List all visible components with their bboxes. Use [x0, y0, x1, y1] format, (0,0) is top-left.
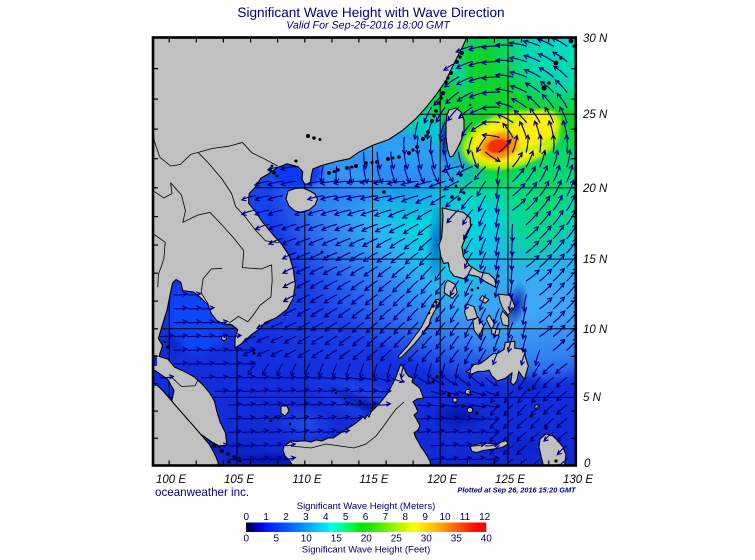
- svg-text:10: 10: [301, 534, 313, 545]
- svg-text:20: 20: [361, 534, 373, 545]
- svg-text:12: 12: [479, 512, 491, 523]
- svg-text:Valid For Sep-26-2016 18:00 GM: Valid For Sep-26-2016 18:00 GMT: [286, 20, 451, 32]
- svg-text:oceanweather inc.: oceanweather inc.: [155, 486, 249, 499]
- svg-text:4: 4: [323, 512, 329, 523]
- svg-text:105 E: 105 E: [224, 474, 254, 486]
- svg-text:7: 7: [383, 512, 389, 523]
- svg-text:9: 9: [422, 512, 428, 523]
- svg-text:Significant Wave Height (Meter: Significant Wave Height (Meters): [297, 501, 436, 512]
- svg-text:10 N: 10 N: [583, 324, 608, 336]
- svg-text:0: 0: [584, 458, 591, 470]
- svg-text:15: 15: [331, 534, 343, 545]
- svg-text:0: 0: [244, 534, 250, 545]
- svg-text:120 E: 120 E: [427, 474, 457, 486]
- svg-text:30 N: 30 N: [583, 33, 608, 45]
- svg-text:3: 3: [303, 512, 309, 523]
- svg-text:5 N: 5 N: [583, 392, 602, 404]
- svg-text:15 N: 15 N: [583, 254, 608, 266]
- svg-text:125 E: 125 E: [495, 474, 525, 486]
- svg-text:10: 10: [439, 512, 451, 523]
- svg-text:6: 6: [363, 512, 369, 523]
- svg-text:20 N: 20 N: [582, 183, 608, 195]
- svg-text:1: 1: [263, 512, 269, 523]
- svg-text:35: 35: [451, 534, 463, 545]
- svg-text:8: 8: [403, 512, 409, 523]
- svg-text:5: 5: [343, 512, 349, 523]
- svg-text:115 E: 115 E: [359, 474, 389, 486]
- svg-text:100 E: 100 E: [156, 474, 186, 486]
- svg-text:2: 2: [283, 512, 289, 523]
- svg-text:40: 40: [481, 534, 493, 545]
- svg-text:30: 30: [421, 534, 433, 545]
- svg-text:25 N: 25 N: [582, 109, 608, 121]
- svg-text:110 E: 110 E: [292, 474, 322, 486]
- svg-text:25: 25: [391, 534, 403, 545]
- svg-text:Significant Wave Height (Feet): Significant Wave Height (Feet): [302, 545, 430, 556]
- svg-text:5: 5: [274, 534, 280, 545]
- svg-text:Significant Wave Height with W: Significant Wave Height with Wave Direct…: [237, 5, 504, 20]
- svg-text:0: 0: [244, 512, 250, 523]
- svg-text:11: 11: [460, 512, 471, 523]
- svg-text:130 E: 130 E: [563, 474, 593, 486]
- svg-text:Plotted at Sep 26, 2016 15:20: Plotted at Sep 26, 2016 15:20 GMT: [457, 486, 576, 495]
